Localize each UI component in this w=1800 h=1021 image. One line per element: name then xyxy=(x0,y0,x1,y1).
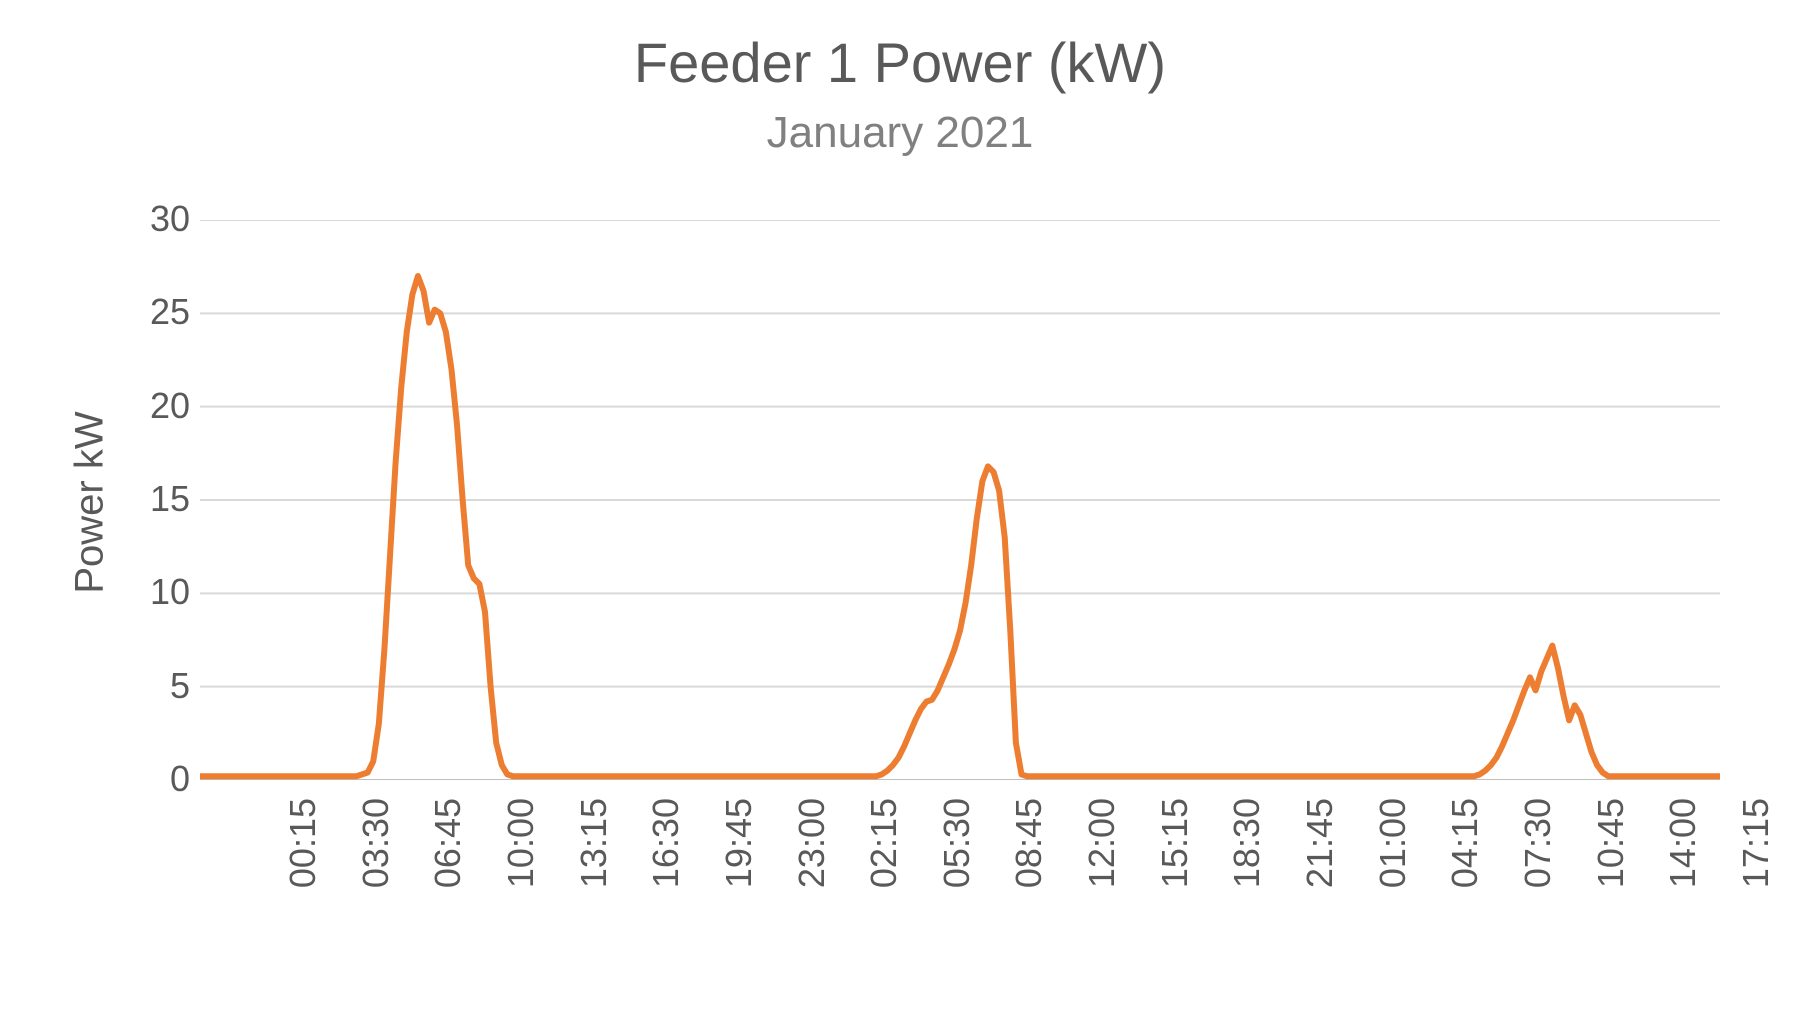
y-tick-label: 5 xyxy=(120,665,190,707)
x-tick-label: 00:15 xyxy=(282,798,324,888)
x-tick-label: 16:30 xyxy=(645,798,687,888)
x-tick-label: 12:00 xyxy=(1081,798,1123,888)
x-tick-label: 04:15 xyxy=(1444,798,1486,888)
x-tick-label: 17:15 xyxy=(1735,798,1777,888)
x-tick-label: 15:15 xyxy=(1154,798,1196,888)
x-tick-label: 05:30 xyxy=(936,798,978,888)
y-tick-label: 10 xyxy=(120,571,190,613)
x-tick-label: 10:45 xyxy=(1590,798,1632,888)
x-tick-label: 14:00 xyxy=(1662,798,1704,888)
y-axis-label: Power kW xyxy=(68,353,113,653)
y-tick-label: 15 xyxy=(120,478,190,520)
x-tick-label: 07:30 xyxy=(1517,798,1559,888)
x-tick-label: 01:00 xyxy=(1372,798,1414,888)
x-tick-label: 03:30 xyxy=(355,798,397,888)
x-tick-label: 19:45 xyxy=(718,798,760,888)
chart-container: Feeder 1 Power (kW) January 2021 Power k… xyxy=(0,0,1800,1021)
x-tick-label: 23:00 xyxy=(791,798,833,888)
x-tick-label: 13:15 xyxy=(573,798,615,888)
y-tick-label: 0 xyxy=(120,758,190,800)
y-tick-label: 25 xyxy=(120,291,190,333)
x-tick-label: 10:00 xyxy=(500,798,542,888)
y-tick-label: 30 xyxy=(120,198,190,240)
chart-plot-area xyxy=(200,220,1720,780)
y-tick-label: 20 xyxy=(120,385,190,427)
chart-subtitle: January 2021 xyxy=(0,108,1800,158)
x-tick-label: 08:45 xyxy=(1009,798,1051,888)
chart-title: Feeder 1 Power (kW) xyxy=(0,30,1800,95)
x-tick-label: 21:45 xyxy=(1299,798,1341,888)
x-tick-label: 18:30 xyxy=(1227,798,1269,888)
x-tick-label: 06:45 xyxy=(427,798,469,888)
power-line-series xyxy=(200,276,1720,776)
x-tick-label: 02:15 xyxy=(863,798,905,888)
